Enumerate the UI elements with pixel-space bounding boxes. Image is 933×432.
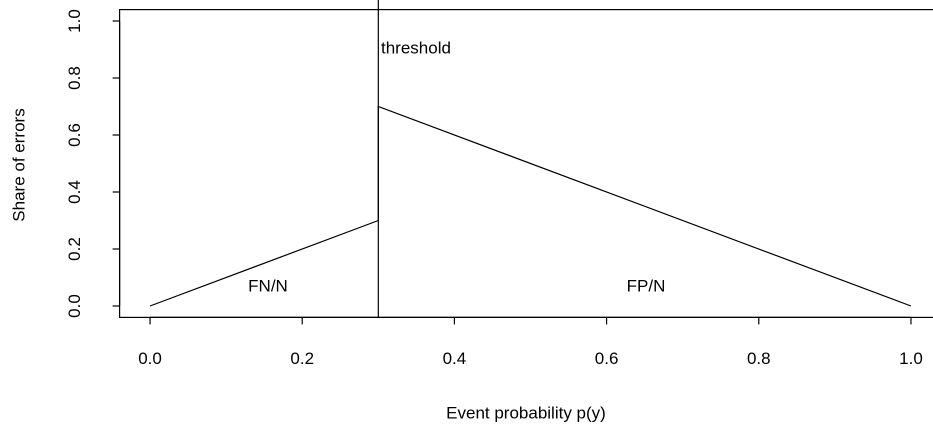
- x-tick-label: 0.8: [747, 349, 771, 368]
- x-tick-label: 0.4: [443, 349, 467, 368]
- y-tick-label: 0.6: [65, 123, 84, 147]
- x-tick-label: 0.2: [290, 349, 314, 368]
- y-tick-label: 1.0: [65, 9, 84, 33]
- data-line: [149, 105, 912, 307]
- y-tick-label: 0.8: [65, 66, 84, 90]
- y-axis-title: Share of errors: [9, 108, 28, 221]
- annotation: FN/N: [248, 276, 288, 295]
- annotation: threshold: [381, 38, 451, 57]
- y-tick-label: 0.0: [65, 294, 84, 318]
- annotation: FP/N: [627, 276, 666, 295]
- y-tick-label: 0.2: [65, 237, 84, 261]
- x-axis-title: Event probability p(y): [446, 403, 606, 422]
- x-tick-label: 1.0: [899, 349, 923, 368]
- x-tick-label: 0.6: [595, 349, 619, 368]
- y-tick-label: 0.4: [65, 180, 84, 204]
- x-tick-label: 0.0: [138, 349, 162, 368]
